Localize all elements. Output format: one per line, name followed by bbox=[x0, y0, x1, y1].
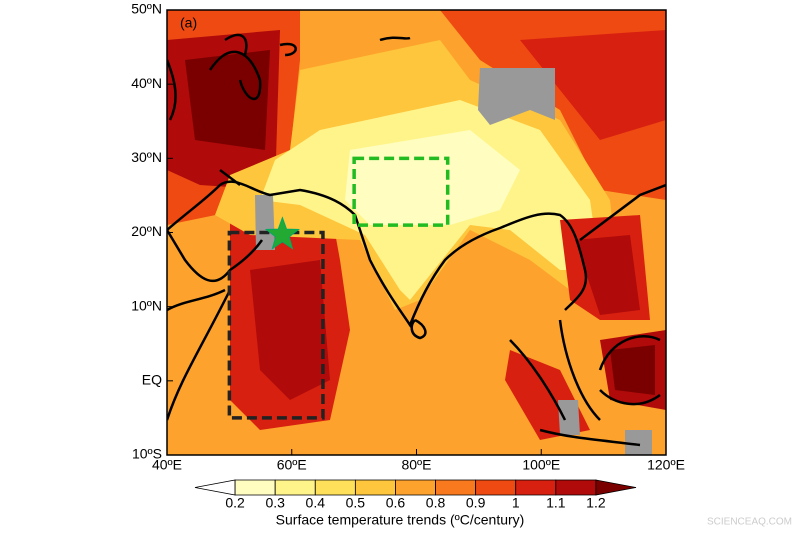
y-tick-label: 40ºN bbox=[131, 75, 162, 91]
colorbar-tick-label: 1.2 bbox=[586, 495, 606, 511]
y-tick-label: 50ºN bbox=[131, 1, 162, 17]
y-tick-label: 10ºS bbox=[132, 446, 162, 462]
y-tick-label: EQ bbox=[142, 372, 162, 388]
panel-label: (a) bbox=[180, 15, 197, 31]
colorbar-label: Surface temperature trends (ºC/century) bbox=[276, 512, 525, 528]
watermark: SCIENCEAQ.COM bbox=[707, 517, 792, 528]
y-tick-label: 20ºN bbox=[131, 223, 162, 239]
colorbar-tick-label: 0.2 bbox=[225, 495, 245, 511]
colorbar-segment bbox=[595, 479, 637, 496]
colorbar-segment bbox=[475, 479, 517, 496]
star-marker bbox=[264, 216, 300, 250]
colorbar-segment bbox=[435, 479, 477, 496]
colorbar-tick-label: 0.8 bbox=[426, 495, 446, 511]
colorbar-segment bbox=[194, 479, 236, 496]
colorbar-tick-label: 0.3 bbox=[265, 495, 285, 511]
colorbar-segment bbox=[274, 479, 316, 496]
x-tick-label: 60ºE bbox=[277, 457, 307, 473]
colorbar-tick-label: 1 bbox=[512, 495, 520, 511]
y-tick-label: 10ºN bbox=[131, 297, 162, 313]
colorbar-segment bbox=[395, 479, 436, 496]
colorbar-segment bbox=[234, 479, 276, 496]
colorbar-tick-label: 0.5 bbox=[346, 495, 366, 511]
colorbar-segment bbox=[314, 479, 356, 496]
y-tick-label: 30ºN bbox=[131, 149, 162, 165]
colorbar-segment bbox=[555, 479, 597, 496]
colorbar-tick-label: 0.4 bbox=[306, 495, 326, 511]
colorbar-segment bbox=[515, 479, 557, 496]
colorbar-tick-label: 0.6 bbox=[386, 495, 406, 511]
colorbar-tick-label: 1.1 bbox=[546, 495, 566, 511]
map-field bbox=[167, 10, 666, 455]
coastlines bbox=[167, 33, 666, 447]
x-tick-label: 120ºE bbox=[647, 457, 685, 473]
colorbar-tick-label: 0.9 bbox=[466, 495, 486, 511]
colorbar-segment bbox=[354, 479, 396, 496]
x-tick-label: 100ºE bbox=[522, 457, 560, 473]
x-tick-label: 40ºE bbox=[152, 457, 182, 473]
region-box bbox=[352, 156, 450, 227]
x-tick-label: 80ºE bbox=[401, 457, 431, 473]
